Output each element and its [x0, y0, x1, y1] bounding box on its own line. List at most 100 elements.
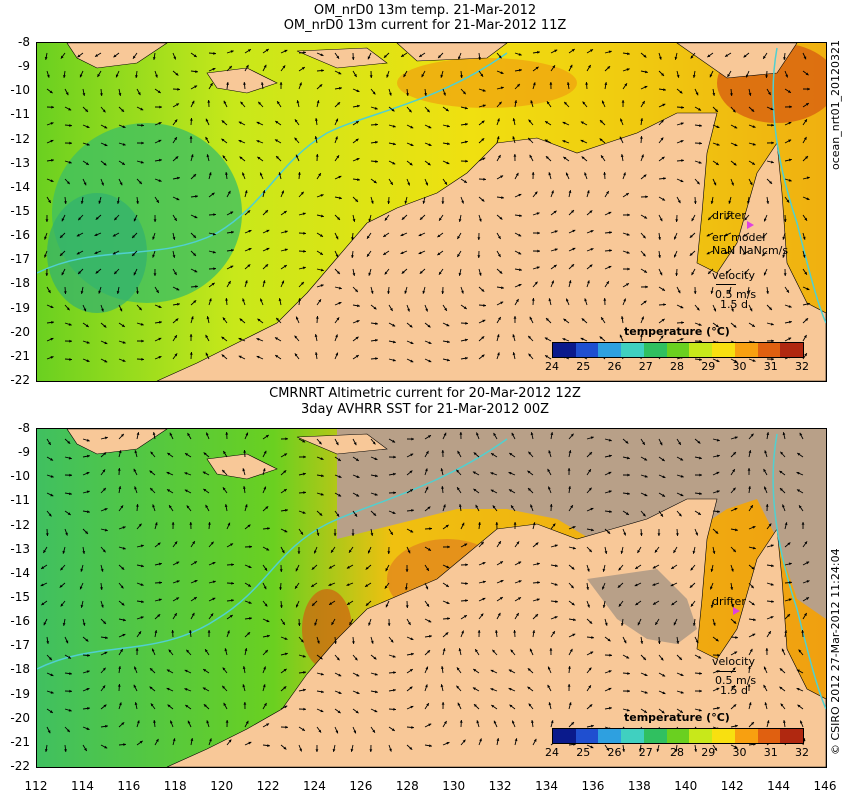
current-arrowhead [735, 528, 738, 532]
current-arrowhead [748, 486, 752, 489]
current-arrowhead [262, 280, 266, 284]
current-arrowhead [495, 522, 499, 525]
current-arrowhead [534, 281, 538, 285]
current-arrowhead [497, 118, 500, 122]
current-arrowhead [589, 620, 593, 624]
current-arrowhead [150, 703, 154, 707]
current-arrowhead [644, 457, 648, 461]
current-arrowhead [680, 338, 684, 341]
current-arrowhead [645, 285, 648, 289]
current-arrowhead [172, 236, 176, 240]
top-drifter-label: drifter [712, 209, 746, 222]
current-arrowhead [135, 648, 139, 651]
current-arrowhead [428, 619, 432, 623]
current-arrowhead [699, 358, 702, 361]
current-arrowhead [338, 475, 342, 478]
current-arrowhead [731, 604, 734, 608]
current-arrowhead [189, 522, 193, 525]
current-arrowhead [328, 565, 332, 569]
current-arrowhead [247, 210, 251, 214]
colorbar-segment [575, 729, 599, 743]
current-arrowhead [103, 324, 107, 328]
current-arrowhead [50, 337, 54, 341]
current-arrowhead [780, 703, 784, 707]
current-arrowhead [411, 725, 414, 729]
current-arrowhead [465, 563, 468, 567]
current-arrowhead [734, 651, 738, 655]
current-arrowhead [446, 741, 450, 745]
current-arrowhead [602, 605, 606, 608]
current-arrowhead [428, 125, 432, 129]
current-arrowhead [176, 103, 180, 107]
current-arrowhead [104, 651, 108, 655]
current-arrowhead [410, 143, 414, 147]
current-arrowhead [392, 511, 396, 514]
current-arrowhead [68, 456, 72, 460]
current-arrowhead [336, 55, 340, 59]
current-arrowhead [283, 746, 287, 750]
current-arrowhead [222, 317, 226, 321]
current-arrowhead [426, 703, 429, 707]
current-arrowhead [152, 504, 155, 508]
current-arrowhead [730, 568, 734, 572]
current-arrowhead [748, 92, 752, 96]
current-arrowhead [104, 528, 108, 532]
current-arrowhead [256, 355, 260, 359]
lon-tick-label: 128 [395, 779, 419, 793]
current-arrowhead [122, 633, 126, 637]
current-arrowhead [392, 439, 396, 443]
current-arrowhead [409, 746, 413, 750]
current-arrowhead [562, 140, 566, 143]
top-velocity-days: 1.5 d [720, 298, 748, 311]
current-arrowhead [608, 687, 612, 691]
current-arrowhead [329, 602, 333, 605]
current-arrowhead [302, 439, 306, 443]
current-arrowhead [673, 254, 677, 258]
current-arrowhead [221, 120, 225, 124]
current-arrowhead [141, 339, 144, 343]
bottom-nodata-region [337, 429, 826, 619]
colorbar-segment [757, 343, 781, 357]
current-arrowhead [482, 580, 486, 584]
current-arrowhead [680, 305, 684, 309]
current-arrowhead [609, 706, 612, 710]
current-arrowhead [515, 298, 519, 302]
current-arrowhead [519, 214, 522, 218]
current-arrowhead [223, 100, 227, 104]
current-arrowhead [439, 217, 442, 221]
current-arrowhead [231, 581, 234, 585]
current-arrowhead [498, 541, 501, 545]
current-arrowhead [299, 748, 302, 752]
current-arrowhead [185, 704, 189, 708]
colorbar-segment [553, 729, 576, 743]
current-arrowhead [659, 442, 663, 446]
current-arrowhead [785, 74, 788, 78]
current-arrowhead [518, 283, 522, 287]
current-arrowhead [674, 749, 678, 752]
current-arrowhead [782, 236, 786, 240]
current-arrowhead [45, 533, 49, 536]
current-arrowhead [620, 623, 624, 626]
current-arrowhead [408, 109, 412, 113]
current-arrowhead [319, 656, 323, 660]
current-arrowhead [222, 685, 226, 689]
current-arrowhead [769, 180, 773, 184]
current-arrowhead [369, 75, 373, 78]
current-arrowhead [300, 639, 304, 643]
current-arrowhead [190, 154, 194, 158]
lon-tick-label: 130 [442, 779, 466, 793]
current-arrowhead [500, 86, 504, 90]
current-arrowhead [419, 54, 423, 57]
current-arrowhead [425, 586, 429, 590]
current-arrowhead [244, 190, 248, 194]
current-arrowhead [48, 513, 52, 517]
current-arrowhead [548, 486, 551, 490]
current-arrowhead [497, 352, 500, 356]
current-arrowhead [569, 64, 573, 68]
current-arrowhead [102, 487, 106, 491]
current-arrowhead [393, 455, 396, 459]
current-arrowhead [456, 685, 460, 689]
current-arrowhead [137, 92, 141, 96]
current-arrowhead [370, 290, 374, 294]
current-arrowhead [133, 684, 137, 688]
